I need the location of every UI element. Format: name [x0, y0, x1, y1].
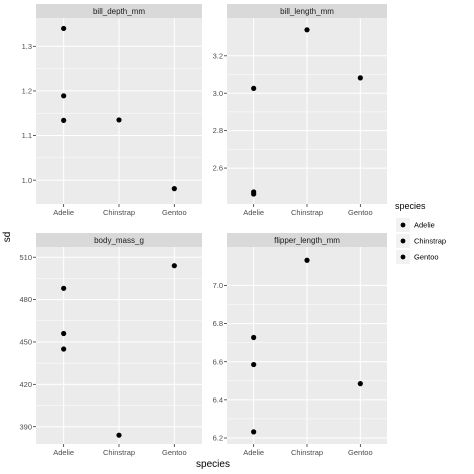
- y-tick-label: 7.0: [213, 281, 223, 290]
- data-point-chinstrap: [304, 27, 310, 33]
- x-tick-label: Chinstrap: [103, 208, 135, 217]
- data-point-chinstrap: [116, 432, 122, 438]
- y-tick-label: 510: [19, 253, 32, 262]
- x-tick-label: Gentoo: [162, 208, 187, 217]
- data-point-adelie: [61, 330, 67, 337]
- x-tick-label: Gentoo: [348, 448, 373, 457]
- x-tick-label: Gentoo: [162, 448, 187, 457]
- x-tick-label: Chinstrap: [291, 208, 323, 217]
- facet-strip-label: bill_depth_mm: [93, 7, 145, 16]
- x-axis-title: species: [196, 459, 230, 470]
- facet-strip-label: body_mass_g: [94, 236, 144, 245]
- facet-strip-label: bill_length_mm: [280, 7, 334, 16]
- x-tick-label: Adelie: [53, 208, 74, 217]
- legend-label-adelie: Adelie: [414, 221, 435, 230]
- x-tick-label: Chinstrap: [291, 448, 323, 457]
- data-point-adelie: [251, 334, 257, 341]
- data-point-adelie: [251, 85, 257, 91]
- x-tick-label: Gentoo: [348, 208, 373, 217]
- y-tick-label: 2.8: [213, 126, 223, 135]
- data-point-adelie: [251, 191, 257, 197]
- x-tick-label: Adelie: [243, 208, 264, 217]
- data-point-gentoo: [357, 75, 363, 81]
- x-tick-label: Chinstrap: [103, 448, 135, 457]
- facet-flipper_length_mm: flipper_length_mm 6.2 6.4 6.6 6.8 7.0 Adelie Ch…: [213, 233, 387, 457]
- legend-entries: Adelie Chinstrap Gentoo: [396, 218, 446, 264]
- legend-title: species: [395, 201, 426, 211]
- facet-strip: [227, 233, 387, 247]
- y-tick-label: 450: [19, 338, 32, 347]
- data-point-adelie: [61, 346, 67, 352]
- y-tick-label: 3.2: [213, 51, 223, 60]
- data-point-gentoo: [357, 381, 363, 387]
- y-tick-label: 6.6: [213, 357, 223, 366]
- y-tick-label: 1.3: [22, 42, 32, 51]
- facet-strip: [36, 4, 202, 18]
- legend-point-icon: [400, 254, 406, 260]
- facet-body_mass_g: body_mass_g 390 420 450 480 510 Adelie Chinstra…: [19, 233, 202, 457]
- data-point-adelie: [61, 25, 67, 32]
- data-point-chinstrap: [116, 117, 122, 123]
- legend-point-icon: [400, 222, 406, 228]
- y-tick-label: 1.2: [22, 87, 32, 96]
- y-tick-label: 1.0: [22, 176, 32, 185]
- facet-strip-label: flipper_length_mm: [274, 236, 340, 245]
- y-tick-label: 6.8: [213, 319, 223, 328]
- x-tick-label: Adelie: [243, 448, 264, 457]
- legend-label-gentoo: Gentoo: [414, 253, 439, 262]
- legend: species Adelie Chinstrap Gentoo: [395, 201, 446, 264]
- y-tick-label: 1.1: [22, 131, 32, 140]
- data-point-gentoo: [171, 186, 177, 192]
- y-tick-label: 6.4: [213, 395, 223, 404]
- data-point-adelie: [61, 285, 67, 291]
- data-point-chinstrap: [304, 257, 310, 263]
- y-tick-label: 390: [19, 422, 32, 431]
- y-tick-label: 6.2: [213, 434, 223, 443]
- data-point-gentoo: [171, 263, 177, 269]
- y-tick-label: 2.6: [213, 164, 223, 173]
- facet-panels: bill_depth_mm 1.0 1.1 1.2 1.3 Adelie Chinstrap…: [19, 4, 387, 457]
- data-point-adelie: [251, 361, 257, 368]
- facet-strip: [227, 4, 387, 18]
- x-tick-label: Adelie: [53, 448, 74, 457]
- data-point-adelie: [251, 429, 257, 435]
- facet-bill_depth_mm: bill_depth_mm 1.0 1.1 1.2 1.3 Adelie Chinstrap…: [22, 4, 202, 217]
- legend-point-icon: [400, 238, 406, 244]
- legend-label-chinstrap: Chinstrap: [414, 237, 446, 246]
- data-point-adelie: [61, 93, 67, 99]
- y-axis-title: sd: [2, 232, 13, 243]
- data-point-adelie: [61, 117, 67, 123]
- y-tick-label: 420: [19, 380, 32, 389]
- facet-strip: [36, 233, 202, 247]
- facet-bill_length_mm: bill_length_mm 2.6 2.8 3.0 3.2 Adelie Chinstra…: [213, 4, 387, 217]
- y-tick-label: 3.0: [213, 89, 223, 98]
- y-tick-label: 480: [19, 295, 32, 304]
